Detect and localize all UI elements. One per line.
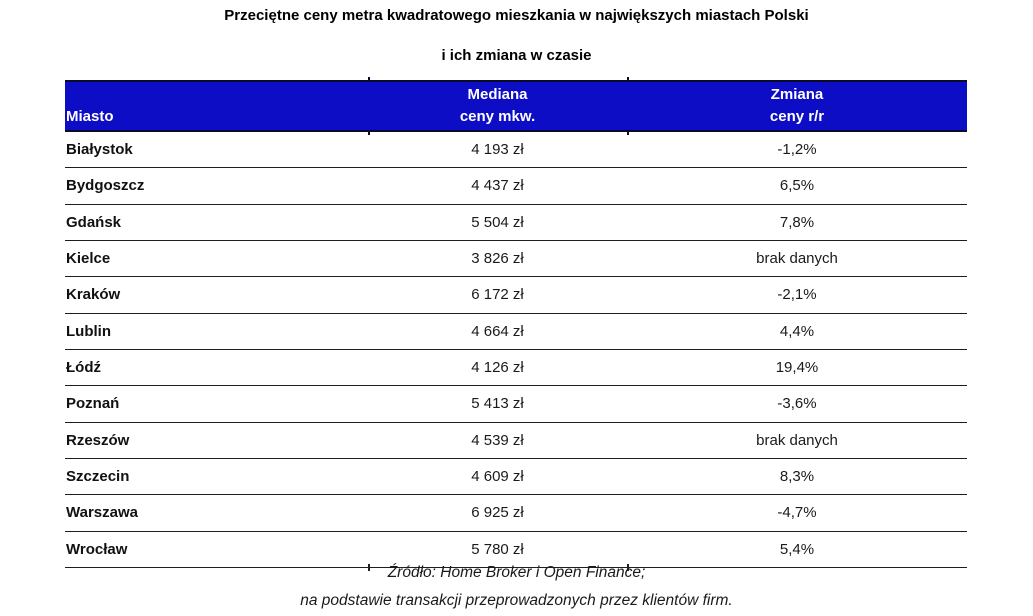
city-cell: Wrocław [66,540,128,558]
median-cell: 6 925 zł [471,504,524,522]
city-cell: Gdańsk [66,213,122,231]
median-cell: 4 193 zł [471,141,524,159]
change-cell: -3,6% [777,395,817,413]
table-row: Wrocław 5 780 zł 5,4% [65,532,967,571]
city-cell: Kraków [66,286,121,304]
border-tick [368,563,370,571]
median-cell: 5 780 zł [471,540,524,558]
page-title: Przeciętne ceny metra kwadratowego miesz… [224,7,809,24]
table-row: Kraków 6 172 zł -2,1% [65,277,967,314]
border-tick [627,131,629,135]
change-cell: 19,4% [775,359,819,377]
median-cell: 6 172 zł [471,286,524,304]
median-cell: 4 539 zł [471,431,524,449]
change-cell: -2,1% [777,286,817,304]
median-cell: 4 126 zł [471,359,524,377]
city-cell: Szczecin [66,468,130,486]
city-cell: Poznań [66,395,120,413]
change-cell: 4,4% [779,322,815,340]
table-row: Lublin 4 664 zł 4,4% [65,314,967,350]
city-cell: Białystok [66,141,133,159]
table-header-row: Miasto Mediana ceny mkw. Zmiana ceny r/r [65,77,967,135]
change-cell: 5,4% [779,540,815,558]
table-row: Białystok 4 193 zł -1,2% [65,132,967,169]
change-cell: -4,7% [777,504,817,522]
table-row: Warszawa 6 925 zł -4,7% [65,495,967,532]
column-header-city: Miasto [66,108,114,125]
border-tick [368,77,370,81]
table-row: Bydgoszcz 4 437 zł 6,5% [65,168,967,205]
change-cell: brak danych [756,250,838,268]
table-row: Gdańsk 5 504 zł 7,8% [65,205,967,241]
border-tick [368,131,370,135]
change-cell: -1,2% [777,141,817,159]
column-header-change: Zmiana ceny r/r [627,82,967,130]
median-cell: 4 609 zł [471,468,524,486]
median-cell: 4 664 zł [471,322,524,340]
source-note-line2: na podstawie transakcji przeprowadzonych… [300,592,733,609]
change-cell: 8,3% [779,468,815,486]
column-header-change-line2: ceny r/r [769,108,825,125]
table-row: Łódź 4 126 zł 19,4% [65,350,967,387]
source-note: Źródło: Home Broker i Open Finance; na p… [0,559,1033,615]
price-table: Miasto Mediana ceny mkw. Zmiana ceny r/r… [65,77,967,571]
column-header-median-line1: Mediana [467,86,528,103]
source-note-line1: Źródło: Home Broker i Open Finance; [387,564,646,581]
city-cell: Łódź [66,359,101,377]
change-cell: 6,5% [779,177,815,195]
median-cell: 3 826 zł [471,250,524,268]
median-cell: 5 413 zł [471,395,524,413]
change-cell: brak danych [756,431,838,449]
border-tick [627,77,629,81]
table-row: Kielce 3 826 zł brak danych [65,241,967,278]
city-cell: Warszawa [66,504,138,522]
table-row: Poznań 5 413 zł -3,6% [65,386,967,423]
page-subtitle: i ich zmiana w czasie [441,47,592,64]
city-cell: Rzeszów [66,431,130,449]
city-cell: Lublin [66,322,111,340]
table-row: Szczecin 4 609 zł 8,3% [65,459,967,496]
border-tick [627,563,629,571]
change-cell: 7,8% [779,213,815,231]
city-cell: Bydgoszcz [66,177,145,195]
column-header-median: Mediana ceny mkw. [368,82,627,130]
median-cell: 4 437 zł [471,177,524,195]
column-header-median-line2: ceny mkw. [459,108,536,125]
table-row: Rzeszów 4 539 zł brak danych [65,423,967,459]
column-header-change-line1: Zmiana [770,86,824,103]
city-cell: Kielce [66,250,111,268]
median-cell: 5 504 zł [471,213,524,231]
